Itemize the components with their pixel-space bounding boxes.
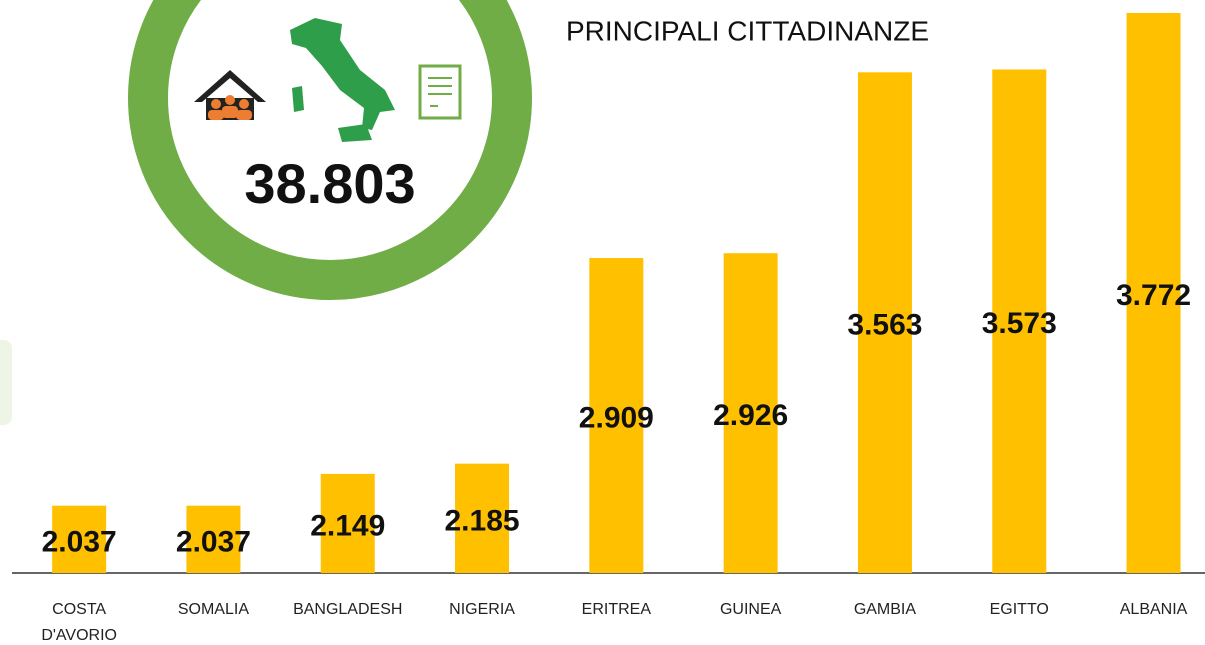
value-label: 3.772 bbox=[1116, 279, 1191, 312]
x-tick-label: COSTA D'AVORIO bbox=[41, 601, 117, 644]
value-label: 2.926 bbox=[713, 399, 788, 432]
bar bbox=[52, 505, 107, 573]
bar bbox=[320, 473, 375, 573]
x-tick-label: NIGERIA bbox=[449, 601, 515, 618]
value-label: 2.149 bbox=[310, 509, 385, 542]
value-label: 2.909 bbox=[579, 401, 654, 434]
italy-map bbox=[290, 18, 395, 142]
x-tick-label: ERITREA bbox=[581, 601, 652, 618]
value-label: 3.563 bbox=[847, 309, 922, 342]
x-tick-label: GAMBIA bbox=[853, 601, 917, 618]
total-value: 38.803 bbox=[244, 152, 415, 215]
bar bbox=[186, 505, 241, 573]
side-tab bbox=[0, 340, 12, 425]
x-tick-label: SOMALIA bbox=[177, 601, 249, 618]
x-tick-label: EGITTO bbox=[989, 601, 1049, 618]
bar bbox=[455, 463, 510, 573]
x-tick-label: BANGLADESH bbox=[293, 601, 403, 618]
bar bbox=[992, 69, 1047, 573]
house-icon bbox=[194, 70, 266, 120]
bar bbox=[1126, 12, 1181, 573]
bar bbox=[723, 253, 778, 573]
x-tick-label: GUINEA bbox=[719, 601, 782, 618]
bar bbox=[857, 72, 912, 574]
value-label: 2.037 bbox=[176, 525, 251, 558]
x-tick-label: ALBANIA bbox=[1119, 601, 1188, 618]
chart-title: PRINCIPALI CITTADINANZE bbox=[566, 15, 929, 46]
document-icon bbox=[418, 64, 462, 120]
value-label: 3.573 bbox=[982, 307, 1057, 340]
ring bbox=[128, 0, 532, 300]
value-label: 2.185 bbox=[445, 504, 520, 537]
bar bbox=[589, 258, 644, 573]
value-label: 2.037 bbox=[42, 525, 117, 558]
